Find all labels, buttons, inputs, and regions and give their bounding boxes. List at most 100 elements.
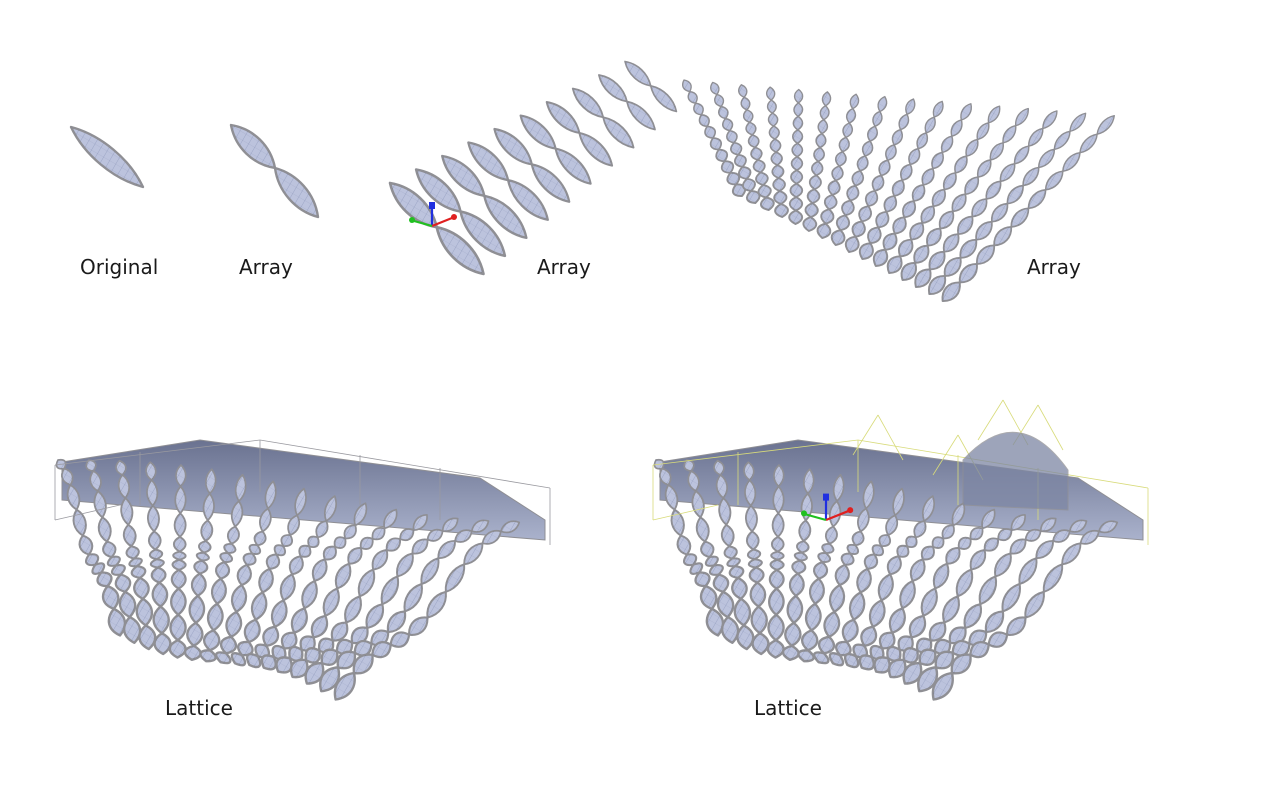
lattice-cage-edge-4[interactable] [652,504,719,521]
tile-lattice-10-3-mesh [922,546,934,560]
tile-lattice-7-5-mesh [836,564,849,586]
tile-grid-15-7-mesh [976,245,995,264]
tile-lattice-11-2-mesh [958,537,971,549]
tile-lattice-14-7-mesh [354,641,372,656]
tile-lattice-11-3-mesh [348,547,362,564]
tile-grid-15-5-mesh [1011,208,1029,227]
tile-lattice-8-3-mesh [274,545,285,556]
tile-grid-1-7-mesh [739,166,751,179]
caption-array-2: Array [537,255,591,279]
tile-lattice-4-6-mesh [770,569,784,589]
tile-lattice-14-8-mesh [337,652,355,668]
tile-lattice-8-7-mesh [843,619,858,642]
tile-grid-2-1-mesh [741,97,750,110]
x-axis-arrow-icon[interactable] [431,216,453,228]
tile-grid-4-1-mesh [794,102,803,117]
tile-lattice-9-9-mesh [247,654,260,667]
tile-grid-15-9-mesh [942,282,960,301]
tile-grid-13-7-mesh [943,234,959,252]
tile-grid-7-3-mesh [862,141,873,156]
tile-lattice-2-7-mesh [134,577,149,599]
tile-grid-10-7-mesh [893,217,906,234]
caption-original: Original [80,255,159,279]
lattice-peak-edge-3-b[interactable] [1037,404,1064,451]
tile-lattice-13-9-mesh [903,663,921,684]
tile-lattice-13-0-mesh [1040,518,1056,532]
z-axis-handle[interactable] [823,493,829,501]
tile-original-mesh [71,127,143,187]
tile-lattice-6-6-mesh [810,578,824,604]
tile-lattice-12-2-mesh [984,538,999,551]
y-axis-handle[interactable] [409,217,415,223]
tile-lattice-5-5-mesh [792,560,805,574]
tile-lattice-12-3-mesh [970,549,986,570]
tile-grid-1-5-mesh [731,142,742,155]
panel-lattice-deformed [652,399,1149,701]
tile-grid-8-9-mesh [846,236,859,252]
y-axis-arrow-icon[interactable] [805,513,827,522]
tile-array-row-1-0-mesh [416,169,461,212]
tile-lattice-3-2-mesh [746,505,757,532]
x-axis-handle[interactable] [451,214,457,220]
tile-lattice-14-1-mesh [1053,530,1070,542]
tile-lattice-15-7-mesh [970,642,989,657]
tile-lattice-12-2-mesh [386,538,401,551]
tile-lattice-8-4-mesh [865,554,877,569]
tile-grid-11-6-mesh [921,206,934,223]
tile-grid-9-2-mesh [917,132,928,149]
tile-lattice-12-6-mesh [332,622,348,641]
tile-lattice-1-8-mesh [120,591,135,618]
lattice-cage-edge-0[interactable] [54,439,261,466]
tile-lattice-9-5-mesh [281,574,295,601]
x-axis-handle[interactable] [847,507,854,514]
tile-lattice-4-5-mesh [771,559,784,570]
tile-grid-7-9-mesh [832,230,845,245]
tile-grid-10-9-mesh [874,249,887,266]
lattice-peak-edge-0-a[interactable] [852,414,879,456]
lattice-peak-edge-0-b[interactable] [877,414,904,461]
y-axis-arrow-icon[interactable] [413,219,433,228]
tile-lattice-11-8-mesh [887,647,901,661]
z-axis-handle[interactable] [429,202,435,209]
tile-lattice-12-3-mesh [372,549,388,570]
tile-lattice-7-5-mesh [238,564,251,586]
y-axis-handle[interactable] [801,510,807,517]
tile-grid-7-7-mesh [842,200,854,216]
tile-lattice-15-3-mesh [445,564,465,592]
tile-lattice-9-6-mesh [870,600,885,627]
x-axis-arrow-icon[interactable] [825,510,849,522]
tile-lattice-5-3-mesh [797,541,809,553]
tile-lattice-9-0-mesh [923,496,934,522]
tile-lattice-11-5-mesh [324,588,339,616]
tile-grid-3-5-mesh [771,152,782,166]
tile-grid-9-9-mesh [860,243,873,259]
tile-lattice-13-4-mesh [381,576,398,605]
tile-lattice-11-5-mesh [922,588,937,616]
tile-lattice-15-8-mesh [951,654,971,674]
tile-lattice-4-8-mesh [171,614,185,641]
lattice-cage-edge-1[interactable] [259,439,551,489]
tile-lattice-2-2-mesh [121,498,133,525]
tile-grid-10-5-mesh [912,184,925,202]
tile-lattice-5-1-mesh [203,493,214,521]
tile-grid-10-1-mesh [951,119,962,137]
tile-grid-5-5-mesh [812,161,823,176]
lattice-peak-edge-2-a[interactable] [977,399,1004,441]
tile-grid-9-3-mesh [909,148,920,165]
tile-lattice-8-9-mesh [830,653,843,665]
tile-lattice-11-9-mesh [874,657,890,673]
tile-grid-14-7-mesh [960,239,977,258]
tile-lattice-14-1-mesh [455,530,472,542]
lattice-cage-edge-4[interactable] [54,504,121,521]
tile-lattice-15-2-mesh [1062,543,1081,565]
tile-grid-0-8-mesh [727,172,739,185]
tile-grid-5-2-mesh [818,119,828,134]
tile-array-row-8-0-mesh [598,75,627,102]
tile-lattice-15-9-mesh [335,673,355,700]
lattice-cage-edge-0[interactable] [652,439,859,466]
tile-lattice-9-0-mesh [325,496,336,522]
tile-lattice-6-9-mesh [201,650,216,662]
tile-lattice-4-5-mesh [173,559,186,570]
lattice-peak-edge-1-a[interactable] [932,434,959,476]
tile-lattice-8-5-mesh [259,568,273,593]
